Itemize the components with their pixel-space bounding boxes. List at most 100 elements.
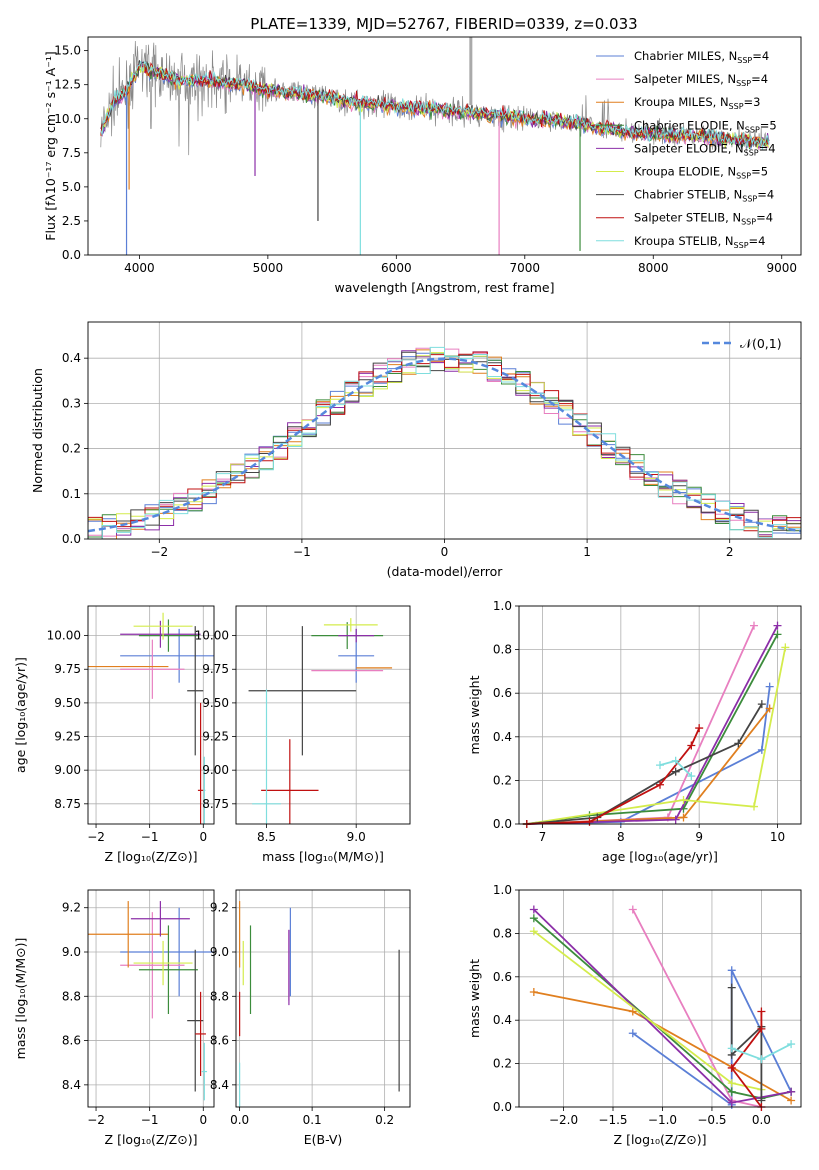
axes-frame [87, 889, 215, 1108]
y-tick-label: 9.2 [210, 901, 229, 915]
axes-weight_vs_Z: −2.0 −1.5 −1.0 −0.5 0.0 0.0 0.2 0.4 0.6 0.8 1.0 Z [… [467, 883, 802, 1147]
x-tick-label: 0.1 [303, 1113, 322, 1127]
errorbar-plot [248, 618, 393, 824]
weight-marker [679, 796, 688, 805]
x-tick-label: −1.5 [598, 1113, 627, 1127]
weight-marker [695, 724, 704, 733]
weight-series [529, 927, 766, 1094]
weight-marker [628, 1007, 637, 1016]
x-tick-label: −2.0 [549, 1113, 578, 1127]
y-axis-label: Normed distribution [30, 368, 45, 493]
y-axis-label: mass weight [467, 959, 482, 1038]
weight-marker [529, 905, 538, 914]
weight-marker [781, 643, 790, 652]
y-tick-label: 8.6 [62, 1034, 81, 1048]
axes-frame [87, 605, 215, 825]
axes-frame [518, 605, 802, 825]
weight-series [529, 905, 796, 1107]
legend-label: Chabrier STELIB, NSSP=4 [634, 188, 774, 204]
histogram-plot [88, 346, 801, 539]
weight-series [656, 756, 696, 781]
y-tick-label: 0.4 [62, 351, 81, 365]
y-tick-label: 8.8 [210, 989, 229, 1003]
axes-frame [235, 889, 411, 1108]
errorbar-point [197, 702, 204, 824]
x-tick-label: −0.5 [697, 1113, 726, 1127]
errorbar-point [120, 912, 185, 1019]
y-tick-label: 0.4 [493, 730, 512, 744]
legend-label: Kroupa ELODIE, NSSP=5 [634, 165, 768, 181]
weight-marker [773, 630, 782, 639]
axes-spectrum: 4000 5000 6000 7000 8000 9000 0.0 2.5 5.0 7.5 10.0… [43, 36, 802, 295]
weight-marker [750, 621, 758, 630]
y-tick-label: 8.4 [210, 1078, 229, 1092]
weight-marker [585, 817, 594, 826]
y-tick-label: 8.75 [202, 797, 229, 811]
x-tick-label: 2 [726, 545, 734, 559]
x-tick-label: 9000 [766, 261, 797, 275]
y-tick-label: 5.0 [62, 180, 81, 194]
x-tick-label: 8.5 [257, 830, 276, 844]
weight-marker [687, 741, 696, 750]
weight-line [526, 707, 771, 825]
weight-marker [734, 739, 743, 748]
x-tick-label: 6000 [381, 261, 412, 275]
y-tick-label: 9.0 [210, 945, 229, 959]
weight-line [632, 909, 762, 1108]
x-tick-label: −1 [293, 545, 311, 559]
weight-marker [671, 756, 680, 765]
weight-marker [727, 1087, 736, 1096]
errorbar-plot [88, 901, 214, 1101]
y-tick-label: 8.75 [54, 797, 81, 811]
y-tick-label: 0.8 [493, 926, 512, 940]
x-axis-label: Z [log₁₀(Z/Z⊙)] [105, 1132, 198, 1147]
legend-label: Chabrier ELODIE, NSSP=5 [634, 118, 777, 134]
model-spectrum [100, 60, 770, 150]
weight-marker [727, 983, 736, 992]
figure-title: PLATE=1339, MJD=52767, FIBERID=0339, z=0… [250, 15, 637, 33]
x-tick-label: 5000 [253, 261, 284, 275]
weight-marker [656, 761, 664, 770]
errorbar-point [130, 901, 190, 937]
legend: 𝒩(0,1) [702, 336, 782, 351]
weight-marker [727, 1079, 736, 1088]
y-tick-label: 8.6 [210, 1034, 229, 1048]
y-tick-label: 8.8 [62, 989, 81, 1003]
errorbar-point [248, 626, 357, 756]
weight-series [529, 987, 796, 1105]
y-tick-label: 9.00 [54, 763, 81, 777]
x-axis-label: E(B-V) [304, 1132, 343, 1147]
weight-marker [757, 1055, 766, 1064]
weight-marker [727, 1098, 736, 1107]
x-tick-label: 0 [441, 545, 449, 559]
weight-marker [727, 1063, 736, 1072]
x-tick-label: 0.0 [230, 1113, 249, 1127]
y-tick-label: 0.8 [493, 643, 512, 657]
y-tick-label: 9.50 [54, 696, 81, 710]
y-tick-label: 12.5 [54, 78, 81, 92]
weight-marker [628, 905, 637, 914]
weight-marker [679, 813, 688, 822]
y-tick-label: 0.0 [493, 817, 512, 831]
y-tick-label: 0.2 [62, 442, 81, 456]
y-tick-label: 2.5 [62, 214, 81, 228]
errorbar-point [120, 628, 214, 683]
axes-age_vs_mass: 8.5 9.0 8.75 9.00 9.25 9.50 9.75 10.00 mass [log… [195, 605, 411, 864]
y-tick-label: 10.00 [47, 629, 81, 643]
weight-marker [787, 1096, 796, 1105]
y-tick-label: 0.3 [62, 396, 81, 410]
y-tick-label: 9.75 [202, 662, 229, 676]
x-tick-label: −1 [141, 1113, 159, 1127]
axes-age_vs_Z: −2 −1 0 8.75 9.00 9.25 9.50 9.75 10.00 Z [log₁₀(Z… [13, 605, 215, 864]
errorbar-point [201, 1042, 208, 1101]
y-tick-label: 9.00 [202, 763, 229, 777]
weight-marker [757, 1007, 766, 1016]
y-tick-label: 0.2 [493, 773, 512, 787]
x-axis-label: (data-model)/error [387, 564, 504, 579]
axes-weight_vs_age: 7 8 9 10 0.0 0.2 0.4 0.6 0.8 1.0 age [log₁₀(age/yr… [467, 599, 802, 864]
weight-marker [765, 704, 774, 713]
axes-mass_vs_EBV: 0.0 0.1 0.2 8.4 8.6 8.8 9.0 9.2 E(B-V) [210, 889, 411, 1147]
y-tick-label: 0.6 [493, 970, 512, 984]
legend-label: Chabrier MILES, NSSP=4 [634, 49, 769, 65]
